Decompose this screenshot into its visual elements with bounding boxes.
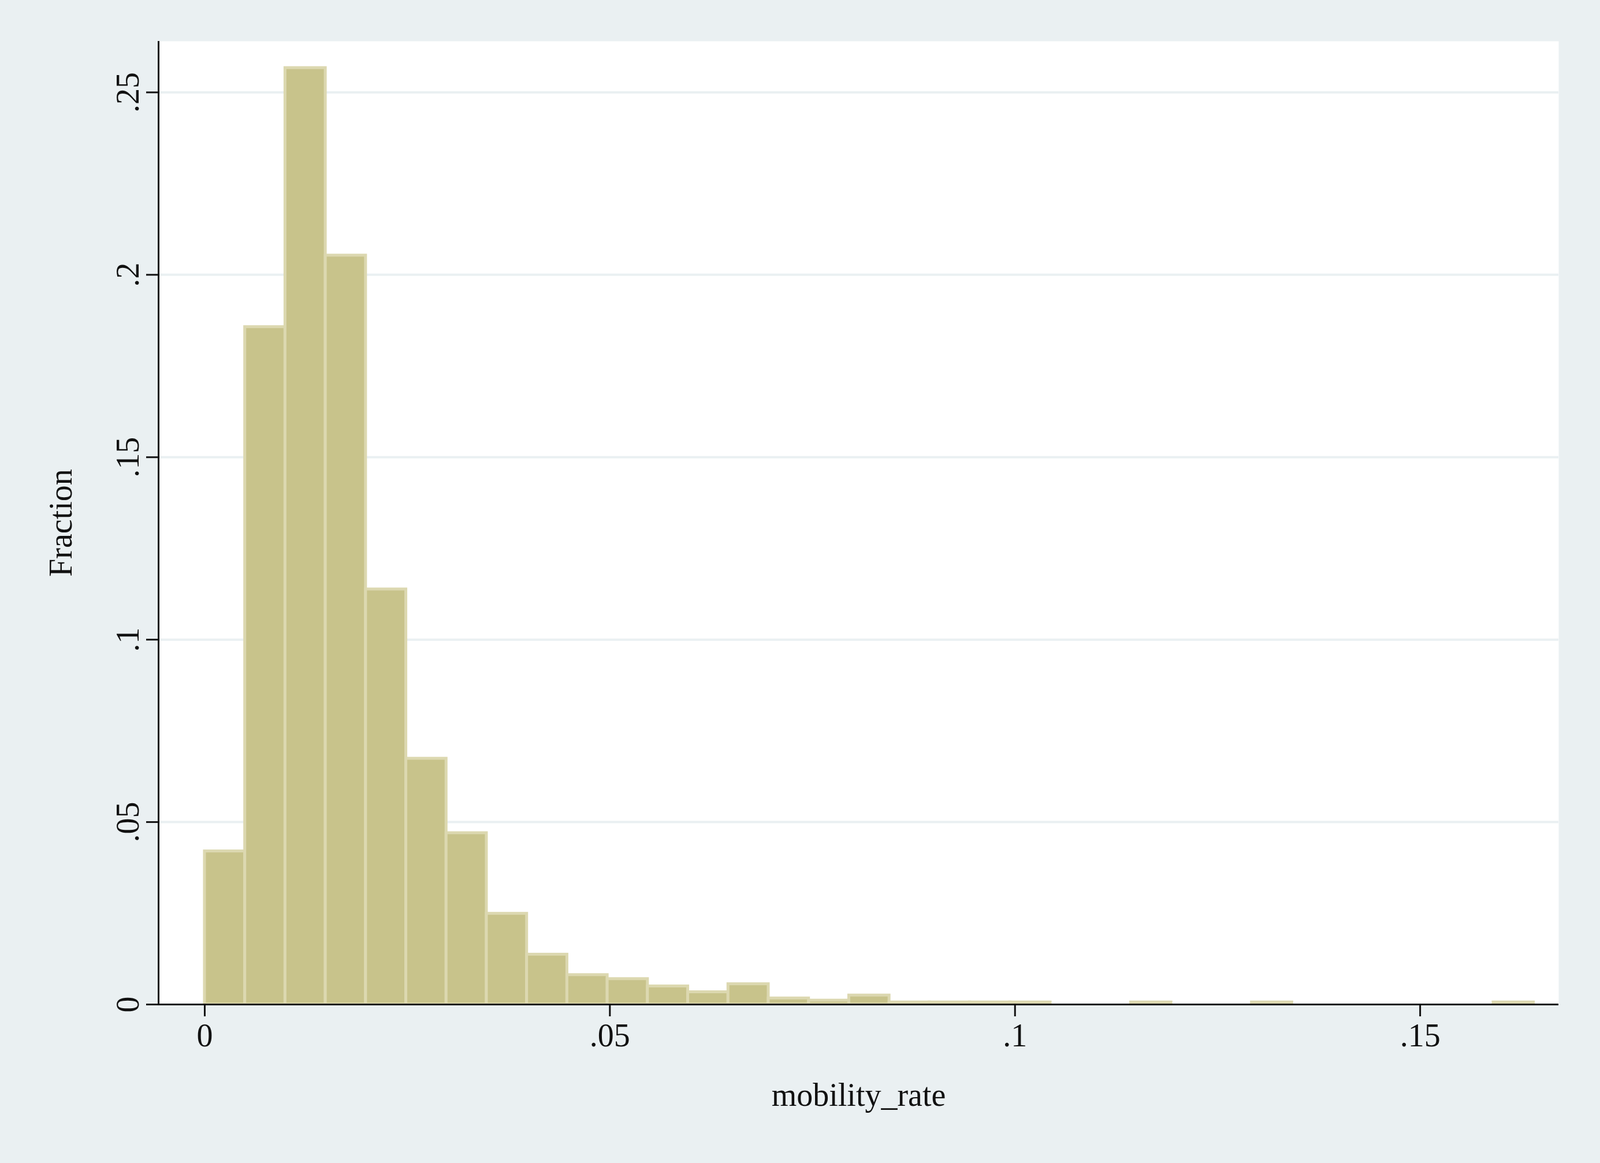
svg-text:.05: .05 xyxy=(109,802,146,843)
svg-text:.2: .2 xyxy=(109,262,146,288)
svg-text:.05: .05 xyxy=(589,1017,631,1054)
svg-text:.1: .1 xyxy=(1002,1017,1028,1054)
svg-text:0: 0 xyxy=(196,1017,213,1054)
svg-text:Fraction: Fraction xyxy=(42,469,79,578)
svg-text:.1: .1 xyxy=(109,627,146,653)
svg-text:0: 0 xyxy=(109,996,146,1014)
svg-text:.15: .15 xyxy=(1400,1017,1441,1054)
svg-text:.25: .25 xyxy=(109,72,146,113)
svg-text:mobility_rate: mobility_rate xyxy=(771,1077,947,1114)
svg-text:.15: .15 xyxy=(109,437,146,478)
